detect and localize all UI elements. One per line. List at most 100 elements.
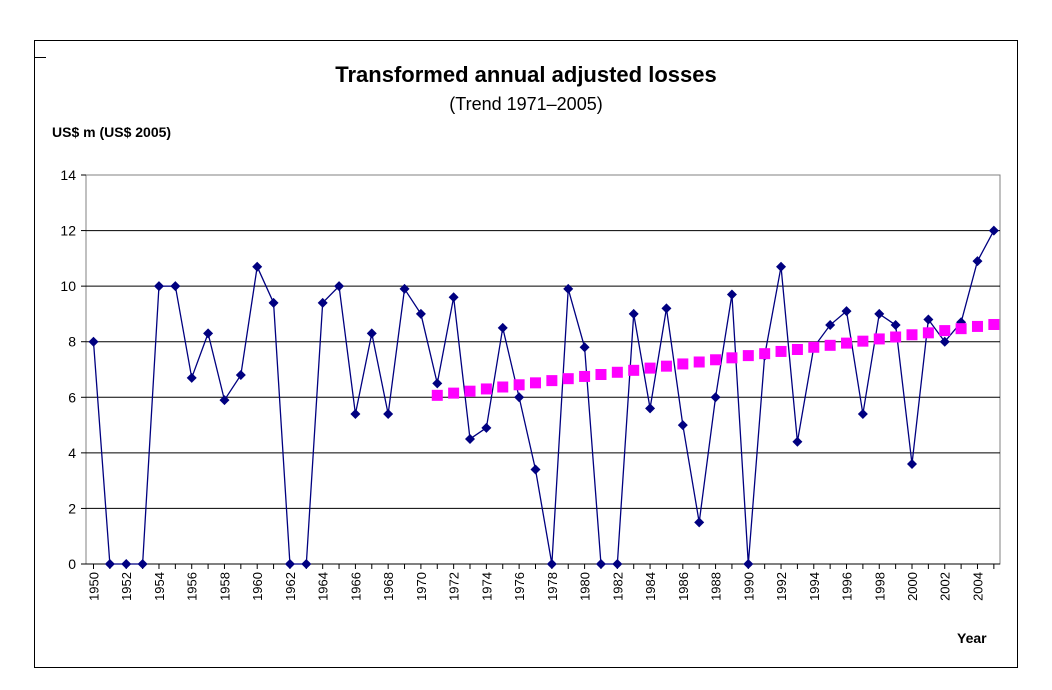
data-point-trend — [971, 320, 983, 332]
data-point-losses — [170, 281, 181, 292]
x-tick-label: 1952 — [119, 572, 134, 601]
data-point-trend — [759, 348, 771, 360]
x-tick-label: 1994 — [807, 572, 822, 601]
y-tick-label: 4 — [68, 445, 76, 461]
data-point-trend — [857, 335, 869, 347]
data-point-losses — [301, 559, 312, 569]
y-tick-label: 10 — [60, 278, 76, 294]
data-point-losses — [743, 559, 754, 569]
data-point-losses — [399, 283, 410, 294]
data-point-losses — [661, 303, 672, 314]
plot-area — [85, 174, 1001, 565]
data-point-trend — [841, 337, 853, 349]
x-tick-label: 1974 — [479, 572, 494, 601]
data-point-losses — [383, 408, 394, 419]
data-point-losses — [186, 372, 197, 383]
data-point-losses — [334, 281, 345, 292]
x-tick-label: 1988 — [709, 572, 724, 601]
x-tick-label: 1998 — [872, 572, 887, 601]
data-point-losses — [284, 559, 295, 569]
data-point-losses — [694, 517, 705, 528]
chart-title: Transformed annual adjusted losses — [335, 62, 717, 87]
chart-frame — [34, 40, 1018, 668]
y-tick-label: 0 — [68, 556, 76, 572]
data-point-losses — [677, 420, 688, 431]
data-point-trend — [726, 352, 738, 364]
data-point-losses — [465, 433, 476, 444]
data-point-trend — [890, 331, 902, 343]
x-tick-label: 1976 — [512, 572, 527, 601]
data-point-losses — [726, 289, 737, 300]
data-point-losses — [825, 320, 836, 331]
data-point-trend — [497, 381, 509, 393]
data-point-trend — [480, 383, 492, 395]
data-point-losses — [203, 328, 214, 339]
data-point-trend — [644, 362, 656, 374]
data-point-losses — [776, 261, 787, 272]
data-point-trend — [628, 364, 640, 376]
data-point-losses — [137, 559, 148, 569]
data-point-trend — [775, 345, 787, 357]
data-point-trend — [988, 318, 1000, 330]
data-point-losses — [153, 281, 164, 292]
data-point-losses — [923, 314, 934, 325]
x-tick-label: 1960 — [250, 572, 265, 601]
data-point-losses — [792, 436, 803, 447]
data-point-trend — [710, 354, 722, 366]
data-point-losses — [857, 408, 868, 419]
y-axis-label: US$ m (US$ 2005) — [52, 124, 172, 140]
data-point-trend — [677, 358, 689, 370]
data-point-losses — [907, 458, 917, 469]
x-tick-label: 1968 — [381, 572, 396, 601]
y-tick-label: 14 — [60, 167, 76, 183]
x-tick-label: 2004 — [970, 572, 985, 601]
data-point-losses — [563, 283, 574, 294]
x-tick-label: 1992 — [774, 572, 789, 601]
data-point-trend — [611, 366, 623, 378]
x-tick-label: 1984 — [643, 572, 658, 601]
x-tick-label: 1962 — [283, 572, 298, 601]
data-point-losses — [988, 225, 999, 236]
data-point-trend — [579, 370, 591, 382]
data-point-losses — [88, 336, 99, 347]
data-point-losses — [317, 297, 328, 308]
x-tick-label: 2002 — [938, 572, 953, 601]
data-point-losses — [350, 408, 361, 419]
data-point-losses — [252, 261, 263, 272]
data-point-trend — [513, 379, 525, 391]
data-point-trend — [742, 350, 754, 362]
data-point-trend — [808, 341, 820, 353]
data-point-losses — [219, 395, 230, 406]
x-tick-label: 1972 — [447, 572, 462, 601]
y-tick-label: 2 — [68, 500, 76, 516]
chart-subtitle: (Trend 1971–2005) — [449, 94, 603, 114]
data-point-trend — [464, 385, 476, 397]
data-point-losses — [612, 559, 623, 569]
data-point-losses — [628, 308, 639, 319]
x-tick-label: 1954 — [152, 572, 167, 601]
data-point-losses — [366, 328, 377, 339]
data-point-losses — [432, 378, 443, 389]
data-point-trend — [431, 389, 443, 401]
data-point-trend — [791, 343, 803, 355]
series-line-losses — [92, 230, 995, 565]
x-tick-label: 1996 — [840, 572, 855, 601]
data-point-trend — [562, 373, 574, 385]
data-point-trend — [693, 356, 705, 368]
x-tick-label: 1990 — [741, 572, 756, 601]
data-point-losses — [497, 322, 508, 333]
x-tick-label: 1978 — [545, 572, 560, 601]
data-point-losses — [595, 559, 606, 569]
data-point-trend — [546, 375, 558, 387]
data-point-trend — [529, 377, 541, 389]
data-point-losses — [415, 308, 426, 319]
x-tick-label: 1980 — [578, 572, 593, 601]
x-tick-label: 1950 — [87, 572, 102, 601]
y-tick-label: 6 — [68, 389, 76, 405]
data-point-losses — [841, 306, 852, 317]
data-point-losses — [481, 422, 492, 433]
data-point-losses — [890, 320, 901, 331]
data-point-losses — [530, 464, 541, 475]
data-point-trend — [873, 333, 885, 345]
x-tick-label: 1982 — [610, 572, 625, 601]
